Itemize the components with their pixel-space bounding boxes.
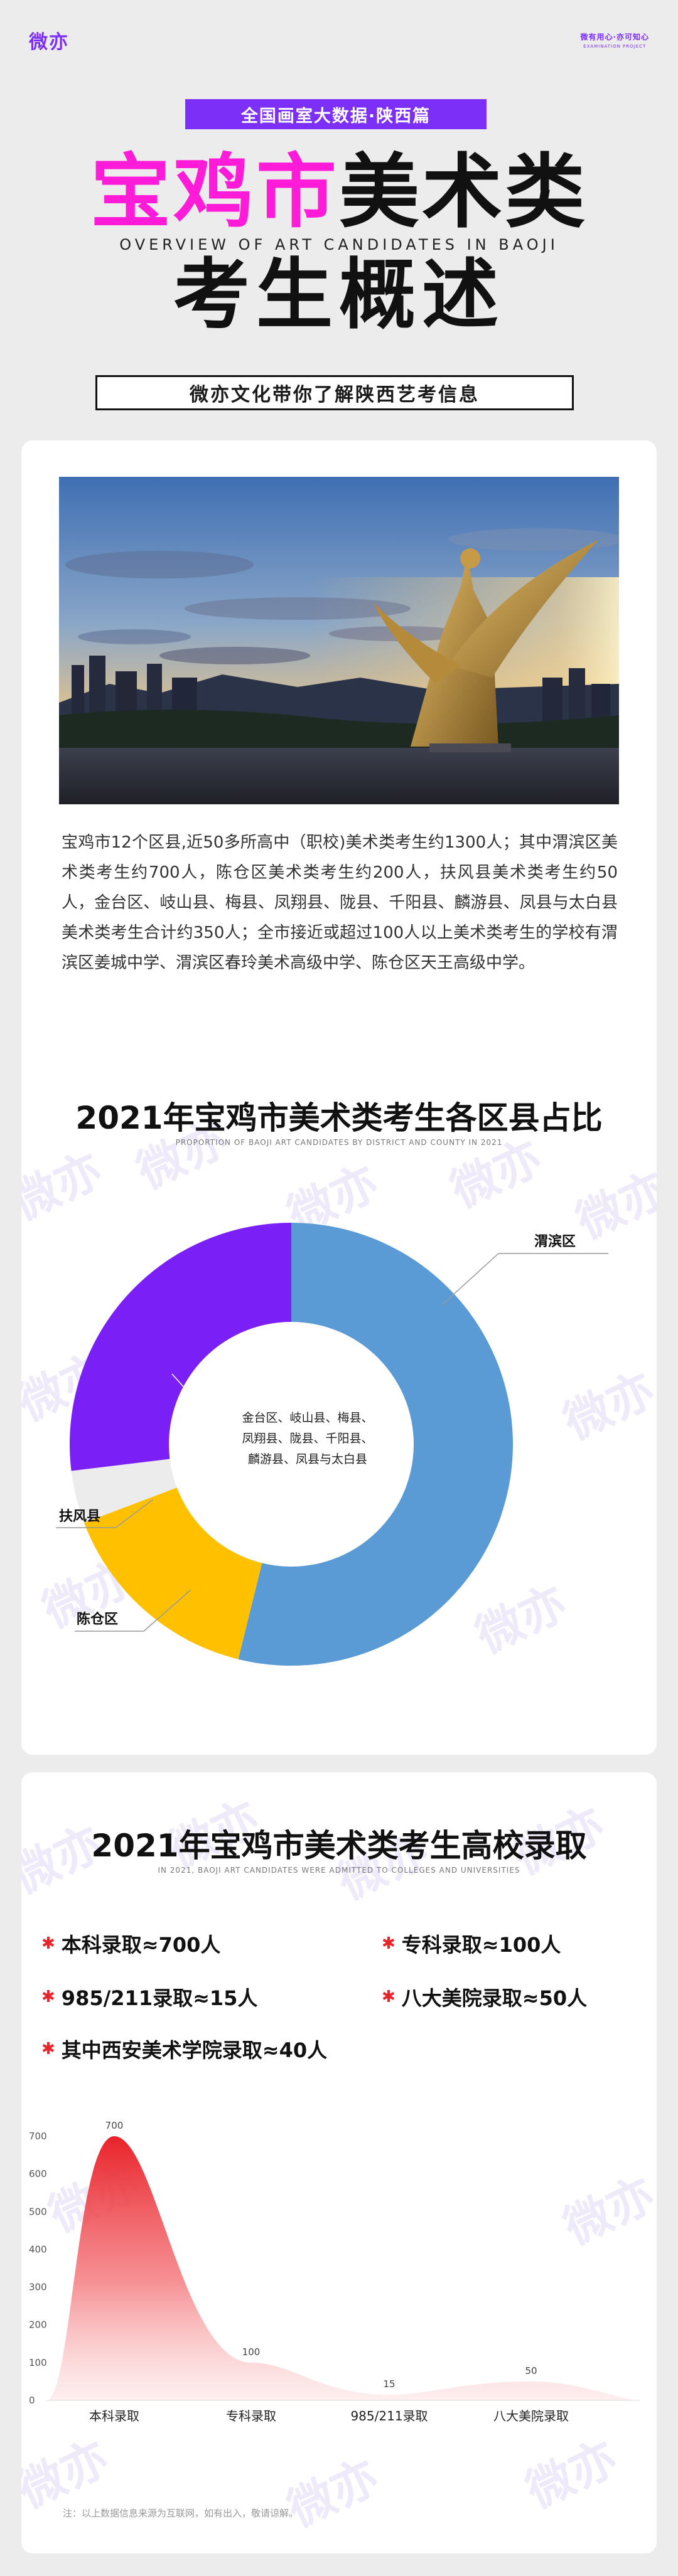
asterisk-icon: ✱: [382, 1988, 396, 2006]
slogan-line2: EXAMINATION PROJECT: [583, 44, 647, 49]
admission-area-chart: 0 100 200 300 400 500 600 700 本科录取 专科录取 985/211录取…: [29, 2120, 640, 2424]
admission-title: 2021年宝鸡市美术类考生高校录取: [91, 1828, 587, 1864]
admission-card: 微亦 微亦 微亦 微亦 微亦 微亦 微亦 微亦 微亦 2021年宝鸡市美术类考生…: [21, 1772, 657, 2553]
asterisk-icon: ✱: [41, 2040, 55, 2058]
label-weibin: 渭滨区: [534, 1233, 576, 1250]
x-tick-label: 专科录取: [226, 2408, 276, 2424]
admission-item-benke: ✱ 本科录取≈700人: [41, 1929, 220, 1958]
title-english: OVERVIEW OF ART CANDIDATES IN BAOJI: [119, 236, 559, 253]
city-sculpture-image: [59, 477, 619, 804]
brand-logo: 微亦: [29, 31, 69, 53]
y-tick-label: 400: [29, 2243, 47, 2255]
intro-card: 微亦 微亦 微亦 微亦 微亦 微亦 微亦 微亦 微亦: [21, 440, 657, 1755]
intro-paragraph: 宝鸡市12个区县,近50多所高中（职校)美术类考生约1300人；其中渭滨区美术类…: [62, 833, 618, 972]
label-others-3: 麟游县、凤县与太白县: [248, 1452, 367, 1466]
y-tick-label: 600: [29, 2168, 47, 2179]
label-chencang: 陈仓区: [77, 1611, 118, 1627]
y-tick-label: 300: [29, 2282, 47, 2293]
slogan: 微有用心·亦可知心 EXAMINATION PROJECT: [580, 31, 649, 49]
admission-item-985: ✱ 985/211录取≈15人: [41, 1983, 257, 2011]
x-tick-label: 本科录取: [89, 2408, 139, 2424]
y-tick-label: 100: [29, 2357, 47, 2368]
donut-chart-subtitle: PROPORTION OF BAOJI ART CANDIDATES BY DI…: [175, 1138, 503, 1147]
page-title-line2: 考生概述: [173, 250, 505, 339]
admission-subtitle: IN 2021, BAOJI ART CANDIDATES WERE ADMIT…: [158, 1866, 520, 1875]
title-dark: 美术类: [339, 146, 588, 239]
admission-item-xian: ✱ 其中西安美术学院录取≈40人: [41, 2035, 327, 2063]
page-title: 宝鸡市美术类: [0, 146, 678, 240]
y-tick-label: 200: [29, 2319, 47, 2331]
admission-area: [46, 2136, 640, 2400]
donut-chart-title: 2021年宝鸡市美术类考生各区县占比: [75, 1100, 603, 1136]
admission-item-label: 专科录取≈100人: [401, 1933, 561, 1957]
label-others-1: 金台区、岐山县、梅县、: [242, 1411, 373, 1425]
admission-item-label: 985/211录取≈15人: [61, 1986, 258, 2010]
data-label: 50: [525, 2365, 537, 2376]
admission-item-zhuanke: ✱ 专科录取≈100人: [382, 1929, 561, 1958]
donut-chart: 渭滨区 扶风县 陈仓区 金台区、岐山县、梅县、 凤翔县、陇县、千阳县、 麟游县、…: [56, 1223, 608, 1666]
admission-item-bada: ✱ 八大美院录取≈50人: [382, 1983, 587, 2011]
admission-item-label: 本科录取≈700人: [61, 1933, 221, 1957]
leader-others: [171, 1373, 235, 1445]
series-tag: 全国画室大数据·陕西篇: [185, 99, 487, 129]
x-tick-label: 八大美院录取: [493, 2408, 569, 2424]
data-label: 100: [242, 2346, 261, 2358]
data-label: 15: [383, 2378, 395, 2390]
slice-fufeng: [71, 1459, 177, 1523]
y-tick-label: 700: [29, 2131, 47, 2142]
leader-weibin: [441, 1253, 608, 1306]
title-accent: 宝鸡市: [90, 146, 339, 239]
slice-others: [69, 1223, 291, 1471]
data-label: 700: [105, 2120, 124, 2131]
x-tick-label: 985/211录取: [350, 2408, 428, 2424]
intro-banner: 微亦文化带你了解陕西艺考信息: [95, 375, 574, 410]
admission-item-label: 八大美院录取≈50人: [401, 1986, 588, 2010]
leader-chencang: [75, 1589, 191, 1632]
y-tick-label: 0: [29, 2395, 35, 2406]
slogan-line1: 微有用心·亦可知心: [580, 33, 649, 41]
slice-weibin: [238, 1223, 514, 1666]
asterisk-icon: ✱: [382, 1934, 396, 1953]
label-others-2: 凤翔县、陇县、千阳县、: [242, 1432, 373, 1445]
asterisk-icon: ✱: [41, 1934, 55, 1953]
admission-item-label: 其中西安美术学院录取≈40人: [61, 2038, 328, 2062]
y-tick-label: 500: [29, 2206, 47, 2217]
footnote: 注：以上数据信息来源为互联网，如有出入，敬请谅解。: [63, 2508, 299, 2519]
leader-fufeng: [56, 1499, 154, 1528]
asterisk-icon: ✱: [41, 1988, 55, 2006]
city-photo: [59, 477, 619, 804]
slice-chencang: [83, 1488, 262, 1659]
label-fufeng: 扶风县: [59, 1509, 100, 1525]
